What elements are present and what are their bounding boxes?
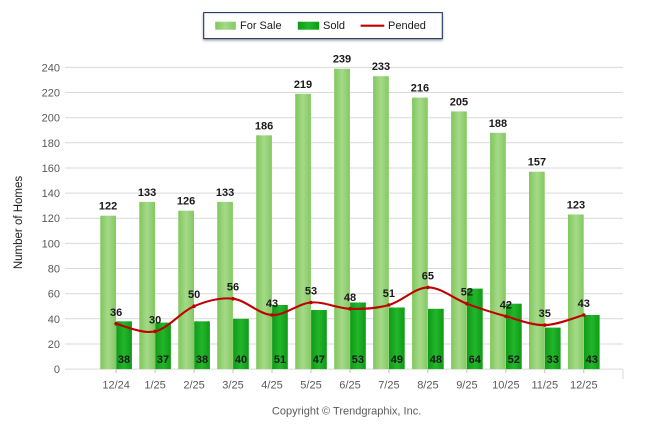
svg-text:200: 200 [42, 113, 60, 125]
svg-text:2/25: 2/25 [183, 380, 204, 392]
svg-text:48: 48 [430, 354, 442, 366]
svg-text:52: 52 [508, 354, 520, 366]
svg-text:Copyright © Trendgraphix, Inc.: Copyright © Trendgraphix, Inc. [272, 406, 421, 418]
svg-text:36: 36 [110, 307, 122, 319]
svg-text:38: 38 [196, 354, 208, 366]
svg-text:52: 52 [461, 287, 473, 299]
svg-text:10/25: 10/25 [492, 380, 520, 392]
svg-text:219: 219 [294, 79, 312, 91]
svg-text:53: 53 [352, 354, 364, 366]
svg-text:7/25: 7/25 [378, 380, 399, 392]
svg-text:56: 56 [227, 282, 239, 294]
svg-text:Number of Homes: Number of Homes [13, 176, 25, 270]
svg-text:239: 239 [333, 54, 351, 66]
svg-text:47: 47 [313, 354, 325, 366]
svg-text:126: 126 [177, 196, 195, 208]
svg-text:5/25: 5/25 [300, 380, 321, 392]
svg-text:42: 42 [500, 299, 512, 311]
svg-text:0: 0 [54, 364, 60, 376]
svg-text:Pended: Pended [388, 20, 426, 32]
svg-text:43: 43 [586, 354, 598, 366]
svg-text:9/25: 9/25 [456, 380, 477, 392]
svg-text:133: 133 [138, 187, 156, 199]
svg-text:4/25: 4/25 [261, 380, 282, 392]
svg-text:30: 30 [149, 314, 161, 326]
svg-text:220: 220 [42, 88, 60, 100]
svg-text:140: 140 [42, 188, 60, 200]
svg-text:80: 80 [48, 264, 60, 276]
svg-text:12/24: 12/24 [102, 380, 130, 392]
svg-text:122: 122 [99, 201, 117, 213]
svg-text:100: 100 [42, 238, 60, 250]
svg-text:60: 60 [48, 289, 60, 301]
svg-text:For Sale: For Sale [240, 20, 282, 32]
svg-text:8/25: 8/25 [417, 380, 438, 392]
svg-text:33: 33 [547, 354, 559, 366]
svg-text:240: 240 [42, 62, 60, 74]
svg-text:11/25: 11/25 [531, 380, 558, 392]
svg-text:6/25: 6/25 [339, 380, 360, 392]
svg-text:50: 50 [188, 289, 200, 301]
svg-text:3/25: 3/25 [222, 380, 243, 392]
svg-text:123: 123 [567, 200, 585, 212]
svg-text:233: 233 [372, 61, 390, 73]
svg-text:35: 35 [539, 308, 551, 320]
svg-text:49: 49 [391, 354, 403, 366]
svg-text:43: 43 [266, 298, 278, 310]
svg-text:157: 157 [528, 157, 546, 169]
svg-text:180: 180 [42, 138, 60, 150]
svg-text:40: 40 [48, 314, 60, 326]
svg-text:53: 53 [305, 286, 317, 298]
svg-text:20: 20 [48, 339, 60, 351]
svg-text:Sold: Sold [323, 20, 345, 32]
svg-text:43: 43 [578, 298, 590, 310]
svg-text:216: 216 [411, 83, 429, 95]
svg-text:12/25: 12/25 [570, 380, 598, 392]
svg-text:188: 188 [489, 118, 507, 130]
svg-text:38: 38 [118, 354, 130, 366]
svg-text:1/25: 1/25 [144, 380, 165, 392]
svg-text:48: 48 [344, 292, 356, 304]
svg-text:37: 37 [157, 354, 169, 366]
svg-text:65: 65 [422, 270, 434, 282]
svg-text:205: 205 [450, 96, 468, 108]
svg-text:51: 51 [274, 354, 286, 366]
svg-text:120: 120 [42, 213, 60, 225]
svg-text:133: 133 [216, 187, 234, 199]
svg-text:160: 160 [42, 163, 60, 175]
svg-text:51: 51 [383, 288, 395, 300]
svg-text:186: 186 [255, 120, 273, 132]
svg-text:64: 64 [469, 354, 482, 366]
svg-text:40: 40 [235, 354, 247, 366]
